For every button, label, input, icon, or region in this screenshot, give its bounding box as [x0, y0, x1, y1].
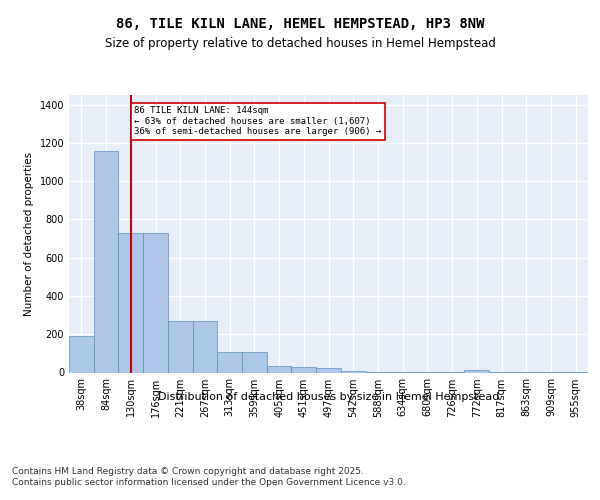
Bar [341, 370, 365, 372]
Bar [267, 366, 292, 372]
Text: 86, TILE KILN LANE, HEMEL HEMPSTEAD, HP3 8NW: 86, TILE KILN LANE, HEMEL HEMPSTEAD, HP3… [116, 18, 484, 32]
Bar [316, 368, 341, 372]
Bar [69, 336, 94, 372]
Bar [242, 352, 267, 372]
Text: Size of property relative to detached houses in Hemel Hempstead: Size of property relative to detached ho… [104, 38, 496, 51]
Bar [217, 352, 242, 372]
Text: Distribution of detached houses by size in Hemel Hempstead: Distribution of detached houses by size … [158, 392, 499, 402]
Bar [94, 150, 118, 372]
Bar [118, 233, 143, 372]
Text: 86 TILE KILN LANE: 144sqm
← 63% of detached houses are smaller (1,607)
36% of se: 86 TILE KILN LANE: 144sqm ← 63% of detac… [134, 106, 382, 136]
Bar [193, 321, 217, 372]
Text: Contains HM Land Registry data © Crown copyright and database right 2025.
Contai: Contains HM Land Registry data © Crown c… [12, 468, 406, 487]
Y-axis label: Number of detached properties: Number of detached properties [24, 152, 34, 316]
Bar [143, 233, 168, 372]
Bar [464, 370, 489, 372]
Bar [168, 321, 193, 372]
Bar [292, 367, 316, 372]
